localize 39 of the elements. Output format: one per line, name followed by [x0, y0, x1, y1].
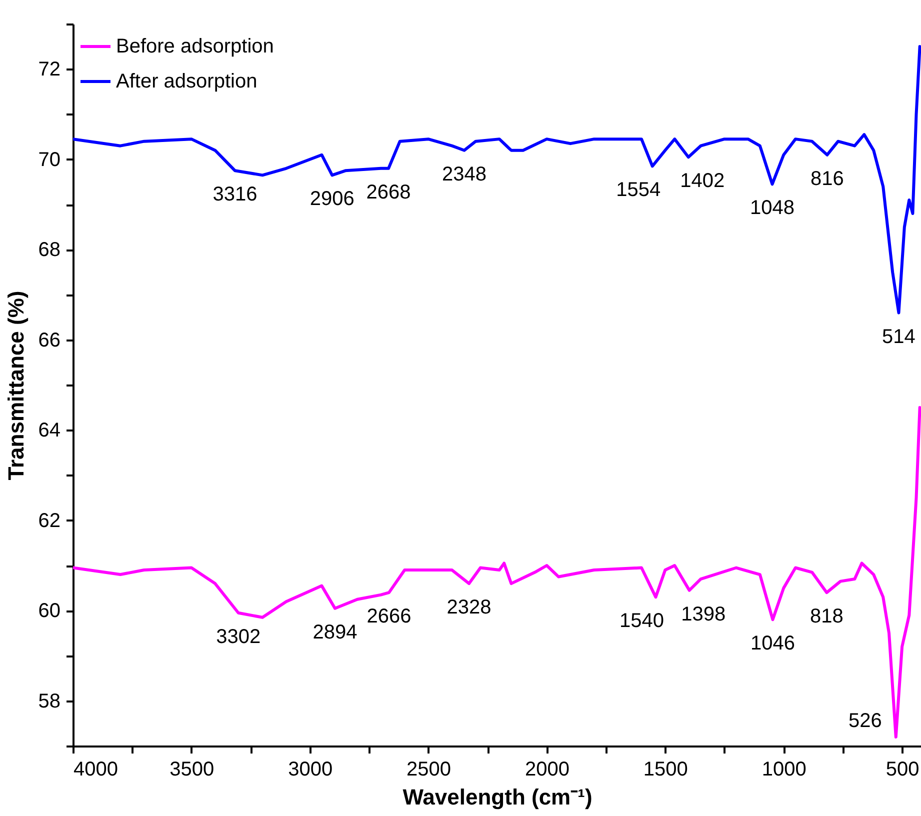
annotation: 2666: [366, 606, 412, 628]
x-tick-label: 2000: [524, 758, 570, 780]
annotation: 2894: [312, 621, 358, 644]
annotation: 1402: [680, 170, 725, 192]
annotation: 526: [848, 710, 882, 732]
annotation: 1554: [616, 179, 661, 202]
x-tick-label: 1500: [643, 758, 688, 780]
annotation: 514: [882, 326, 916, 348]
y-tick-label: 62: [38, 510, 60, 532]
x-tick-label: 3500: [170, 758, 214, 780]
y-tick-label: 68: [38, 239, 60, 262]
x-tick-label: 1000: [762, 758, 806, 780]
y-tick-label: 60: [38, 600, 60, 622]
annotation: 2328: [446, 596, 492, 619]
legend-label: Before adsorption: [116, 36, 274, 58]
y-tick-label: 64: [38, 420, 60, 442]
line-series: [73, 406, 921, 738]
x-tick-label: 3000: [288, 758, 333, 780]
annotation: 1048: [750, 197, 794, 220]
annotation: 1046: [750, 632, 795, 655]
y-tick-label: 70: [38, 148, 60, 171]
y-tick-label: 58: [38, 690, 60, 712]
annotation: 2906: [310, 188, 354, 210]
x-axis-title: Wavelength (cm⁻¹): [402, 784, 592, 810]
x-tick-label: 500: [886, 758, 920, 780]
annotation: 2668: [366, 181, 411, 204]
y-axis-title: Transmittance (%): [3, 290, 28, 480]
annotation: 818: [810, 606, 844, 628]
x-tick-label: 4000: [74, 758, 118, 780]
annotation: 2348: [442, 163, 487, 186]
y-tick-label: 72: [38, 58, 60, 81]
annotation: 816: [810, 168, 844, 190]
y-tick-label: 66: [38, 329, 60, 352]
annotation: 1398: [681, 603, 726, 626]
legend-label: After adsorption: [116, 70, 258, 92]
annotation: 3316: [212, 184, 258, 206]
annotation: 1540: [619, 610, 664, 632]
x-tick-label: 2500: [406, 758, 452, 780]
annotation: 3302: [216, 626, 261, 648]
